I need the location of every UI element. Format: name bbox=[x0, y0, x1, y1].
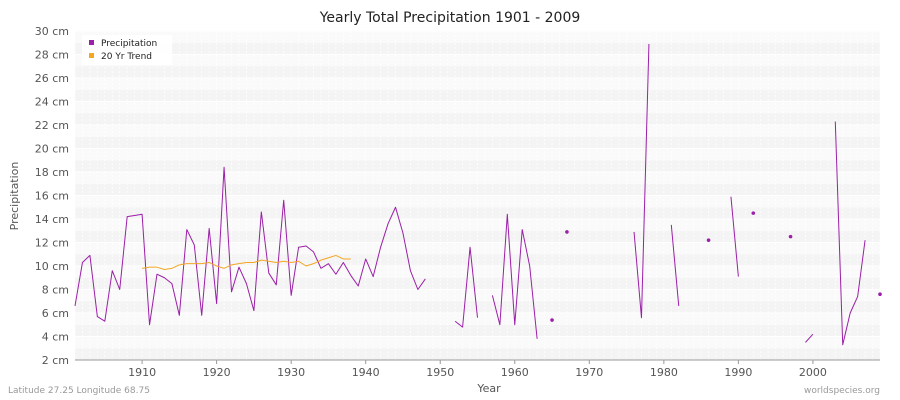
series-line-segment bbox=[730, 196, 739, 277]
footer-source: worldspecies.org bbox=[804, 386, 880, 396]
y-tick-label: 2 cm bbox=[42, 354, 69, 367]
series-precipitation bbox=[74, 43, 882, 346]
y-tick-label: 26 cm bbox=[35, 72, 69, 85]
legend-swatch-precipitation bbox=[89, 40, 94, 45]
y-tick-label: 18 cm bbox=[35, 166, 69, 179]
footer-location: Latitude 27.25 Longitude 68.75 bbox=[8, 386, 150, 396]
y-axis-label: Precipitation bbox=[8, 162, 21, 231]
y-tick-label: 6 cm bbox=[42, 307, 69, 320]
x-tick-label: 1930 bbox=[277, 366, 305, 379]
chart-title: Yearly Total Precipitation 1901 - 2009 bbox=[319, 10, 581, 26]
series-line-segment bbox=[834, 121, 866, 346]
data-point bbox=[878, 292, 882, 297]
series-line-segment bbox=[454, 246, 478, 328]
x-tick-label: 1940 bbox=[352, 366, 380, 379]
plot-band bbox=[75, 172, 880, 184]
legend-label-precipitation: Precipitation bbox=[101, 39, 157, 49]
series-line-segment bbox=[805, 333, 814, 343]
y-tick-label: 12 cm bbox=[35, 237, 69, 250]
plot-band bbox=[75, 125, 880, 137]
data-point bbox=[550, 318, 554, 322]
plot-band bbox=[75, 195, 880, 208]
y-tick-label: 8 cm bbox=[42, 284, 69, 297]
plot-band bbox=[75, 336, 880, 349]
y-tick-label: 20 cm bbox=[35, 143, 69, 156]
grid-lines bbox=[74, 30, 881, 361]
x-tick-label: 1970 bbox=[575, 366, 603, 379]
series-line-segment bbox=[633, 43, 650, 319]
legend-label-trend: 20 Yr Trend bbox=[101, 52, 152, 62]
plot-band bbox=[75, 313, 880, 325]
y-tick-label: 16 cm bbox=[35, 190, 69, 203]
plot-band bbox=[75, 348, 880, 360]
y-tick-label: 24 cm bbox=[35, 96, 69, 109]
x-axis-ticks: 1910 1920 1930 1940 1950 1960 1970 1980 1990 2000 bbox=[128, 360, 827, 379]
y-tick-label: 4 cm bbox=[42, 331, 69, 344]
plot-band bbox=[75, 324, 880, 337]
series-layer bbox=[74, 43, 882, 346]
plot-band bbox=[75, 183, 880, 196]
y-tick-label: 30 cm bbox=[35, 25, 69, 38]
data-point bbox=[751, 211, 756, 215]
y-tick-label: 28 cm bbox=[35, 49, 69, 62]
y-tick-label: 22 cm bbox=[35, 119, 69, 132]
x-tick-label: 1950 bbox=[426, 366, 454, 379]
series-line-segment bbox=[670, 224, 680, 306]
data-point bbox=[565, 230, 569, 234]
y-axis-ticks: 2 cm 4 cm 6 cm 8 cm 10 cm 12 cm 14 cm 16 cm 18 c… bbox=[35, 25, 69, 367]
x-tick-label: 1920 bbox=[203, 366, 231, 379]
x-tick-label: 2000 bbox=[799, 366, 827, 379]
data-point bbox=[788, 234, 793, 239]
x-axis-label: Year bbox=[476, 382, 501, 395]
series-line-segment bbox=[142, 254, 351, 271]
legend-box bbox=[82, 35, 172, 65]
series-trend bbox=[142, 254, 351, 271]
series-line-segment bbox=[74, 166, 426, 326]
plot-band bbox=[75, 136, 880, 149]
series-line-segment bbox=[491, 213, 538, 339]
legend-swatch-trend bbox=[89, 53, 94, 58]
data-point bbox=[706, 238, 711, 242]
plot-band bbox=[75, 160, 880, 172]
plot-band bbox=[75, 207, 880, 219]
legend: Precipitation 20 Yr Trend bbox=[82, 35, 172, 65]
y-tick-label: 10 cm bbox=[35, 260, 69, 273]
y-tick-label: 14 cm bbox=[35, 213, 69, 226]
x-tick-label: 1980 bbox=[650, 366, 678, 379]
plot-band bbox=[75, 148, 880, 161]
x-tick-label: 1960 bbox=[501, 366, 529, 379]
x-tick-label: 1990 bbox=[724, 366, 752, 379]
x-tick-label: 1910 bbox=[128, 366, 156, 379]
